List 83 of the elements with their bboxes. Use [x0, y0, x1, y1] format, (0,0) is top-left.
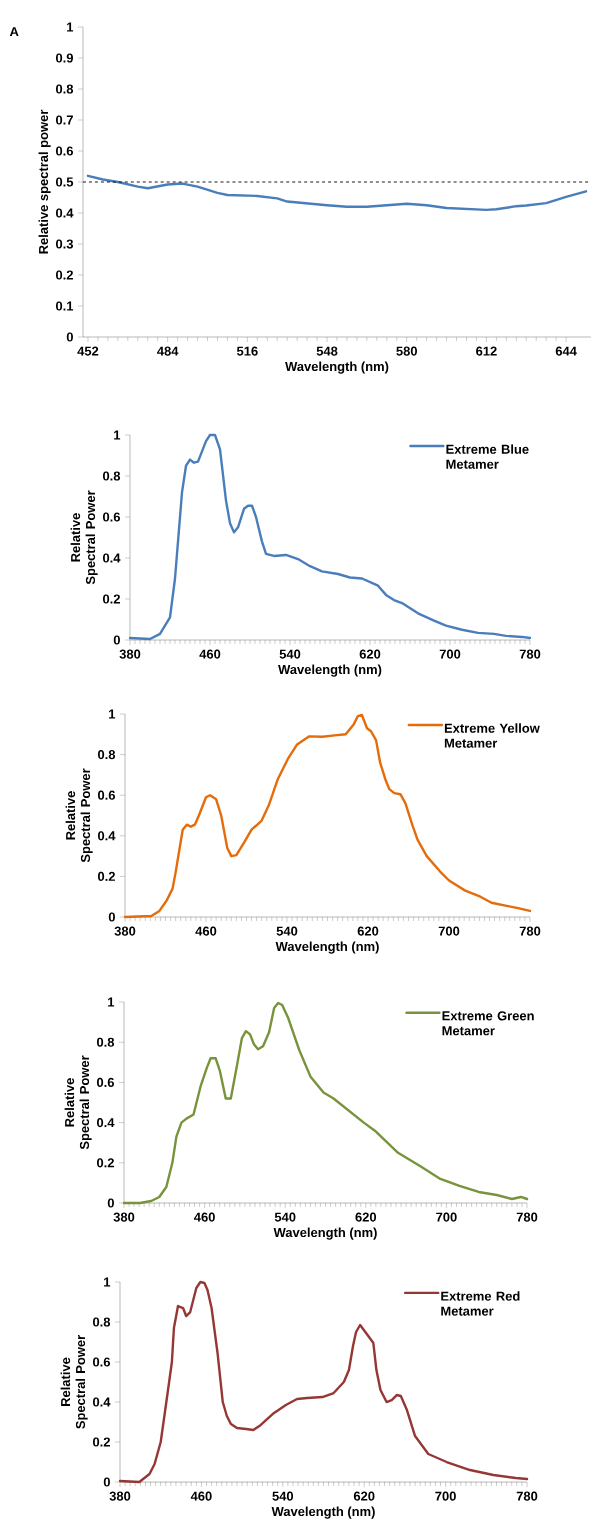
y-axis-title: Relative Spectral Power	[60, 1335, 88, 1429]
y-tick-label: 0.4	[93, 1397, 111, 1407]
x-axis-title: Wavelength (nm)	[273, 1227, 377, 1240]
y-tick-label: 0.2	[103, 594, 120, 604]
x-tick-label: 540	[276, 926, 298, 936]
y-tick-label: 0.4	[55, 208, 74, 218]
x-tick-label: 612	[476, 346, 497, 356]
y-tick-label: 0.4	[103, 553, 121, 563]
y-tick-label: 0.2	[97, 1158, 114, 1168]
x-tick-label: 620	[357, 926, 379, 936]
y-tick-label: 0.6	[97, 1077, 115, 1087]
y-tick-label: 0.7	[55, 115, 73, 125]
y-tick-label: 0	[113, 635, 120, 645]
y-tick-label: 0.4	[97, 1118, 115, 1128]
legend-label: Extreme Yellow Metamer	[444, 723, 540, 748]
line-series	[118, 1280, 529, 1484]
y-tick-label: 0	[103, 1477, 110, 1487]
x-tick-label: 540	[274, 1212, 296, 1222]
x-tick-label: 644	[555, 346, 577, 356]
y-axis-title: Relative Spectral Power	[70, 490, 98, 585]
x-tick-label: 380	[114, 926, 136, 936]
x-tick-label: 780	[519, 926, 541, 936]
x-tick-label: 620	[355, 1212, 377, 1222]
x-tick-label: 380	[119, 649, 141, 659]
x-axis-title: Wavelength (nm)	[275, 941, 379, 954]
x-tick-label: 700	[436, 1212, 457, 1222]
x-tick-label: 452	[77, 346, 99, 356]
x-tick-label: 460	[190, 1491, 212, 1501]
legend-label: Extreme Blue Metamer	[446, 444, 529, 469]
text: A	[9, 27, 19, 37]
x-axis-title: Wavelength (nm)	[271, 1506, 375, 1519]
x-tick-label: 780	[516, 1491, 538, 1501]
x-tick-label: 700	[439, 649, 461, 659]
x-tick-label: 780	[519, 649, 541, 659]
y-tick-label: 1	[108, 997, 115, 1007]
x-axis-title: Wavelength (nm)	[278, 664, 382, 677]
y-tick-label: 1	[104, 1277, 111, 1287]
y-tick-label: 0.2	[55, 270, 73, 280]
x-tick-label: 380	[109, 1491, 131, 1501]
legend-label: Extreme Red Metamer	[441, 1291, 520, 1316]
y-tick-label: 0.6	[98, 790, 116, 800]
x-tick-label: 780	[516, 1212, 538, 1222]
line-series	[128, 433, 532, 641]
y-tick-label: 0.5	[55, 177, 74, 187]
x-tick-label: 516	[236, 346, 258, 356]
y-tick-label: 0.8	[98, 750, 116, 760]
y-tick-label: 0	[108, 912, 115, 922]
x-tick-label: 580	[396, 346, 417, 356]
y-axis-title: Relative spectral power	[38, 109, 51, 254]
y-tick-label: 0.8	[103, 471, 121, 481]
y-tick-label: 1	[109, 709, 116, 719]
x-tick-label: 460	[199, 649, 221, 659]
x-tick-label: 700	[435, 1491, 456, 1501]
y-tick-label: 1	[67, 22, 74, 32]
x-tick-label: 460	[194, 1212, 215, 1222]
y-tick-label: 0.6	[55, 146, 74, 156]
y-tick-label: 0.2	[93, 1437, 110, 1447]
x-tick-label: 548	[316, 346, 338, 356]
y-axis-title: Relative Spectral Power	[65, 768, 93, 863]
x-tick-label: 620	[353, 1491, 375, 1501]
y-tick-label: 0.8	[97, 1037, 115, 1047]
y-tick-label: 0.3	[55, 239, 74, 249]
x-tick-label: 540	[279, 649, 301, 659]
y-tick-label: 0.6	[93, 1357, 111, 1367]
y-tick-label: 0.9	[55, 53, 73, 63]
x-axis-title: Wavelength (nm)	[285, 361, 389, 374]
x-tick-label: 380	[113, 1212, 135, 1222]
legend-label: Extreme Green Metamer	[442, 1011, 534, 1036]
y-tick-label: 0.4	[98, 831, 116, 841]
y-tick-label: 1	[114, 430, 121, 440]
y-tick-label: 0.8	[93, 1317, 111, 1327]
y-tick-label: 0	[66, 332, 73, 342]
x-tick-label: 620	[359, 649, 381, 659]
y-tick-label: 0.2	[98, 871, 115, 881]
y-tick-label: 0.1	[55, 301, 74, 311]
y-tick-label: 0	[107, 1198, 114, 1208]
y-tick-label: 0.8	[55, 84, 74, 94]
x-tick-label: 484	[157, 346, 179, 356]
x-tick-label: 700	[438, 926, 460, 936]
x-tick-label: 540	[272, 1491, 294, 1501]
x-tick-label: 460	[195, 926, 217, 936]
y-axis-title: Relative Spectral Power	[64, 1055, 92, 1150]
y-tick-label: 0.6	[103, 512, 121, 522]
